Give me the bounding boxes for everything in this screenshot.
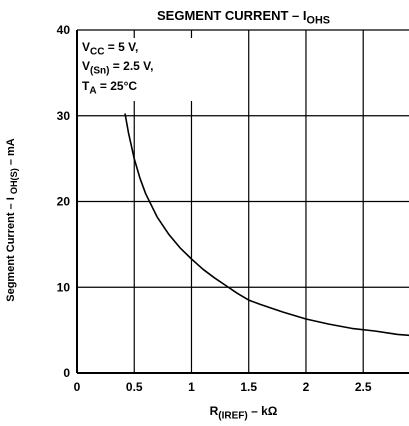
- annotation-line-vsn: V(Sn) = 2.5 V,: [82, 59, 154, 77]
- x-tick-label: 0: [74, 380, 81, 394]
- y-tick-label: 30: [57, 109, 71, 123]
- tick-labels: 0 0.5 1 1.5 2 2.5 0 10 20 30 40: [57, 23, 372, 394]
- chart-title: SEGMENT CURRENT – IOHS: [157, 8, 330, 27]
- y-tick-label: 10: [57, 280, 71, 294]
- x-tick-label: 2.5: [355, 380, 372, 394]
- y-axis-label-wrapper: Segment Current – I OH(S) – mA: [1, 120, 23, 320]
- curve-layer: [124, 113, 409, 337]
- annotation-line-ta: TA = 25°C: [82, 78, 138, 97]
- y-tick-label: 40: [57, 23, 71, 37]
- y-tick-label: 0: [63, 366, 70, 380]
- y-axis-label: Segment Current – I OH(S) – mA: [4, 138, 20, 302]
- conditions-annotation: VCC = 5 V, V(Sn) = 2.5 V, TA = 25°C: [80, 38, 216, 102]
- x-axis-label: R(IREF) – kΩ: [209, 404, 278, 422]
- x-tick-label: 2: [303, 380, 310, 394]
- annotation-line-vcc: VCC = 5 V,: [82, 40, 139, 58]
- axes: [76, 30, 409, 374]
- x-tick-label: 1: [188, 380, 195, 394]
- series-curve-0: [124, 113, 409, 337]
- x-tick-label: 0.5: [126, 380, 143, 394]
- chart-title-subscript: OHS: [306, 14, 330, 27]
- y-tick-label: 20: [57, 195, 71, 209]
- x-tick-label: 1.5: [240, 380, 257, 394]
